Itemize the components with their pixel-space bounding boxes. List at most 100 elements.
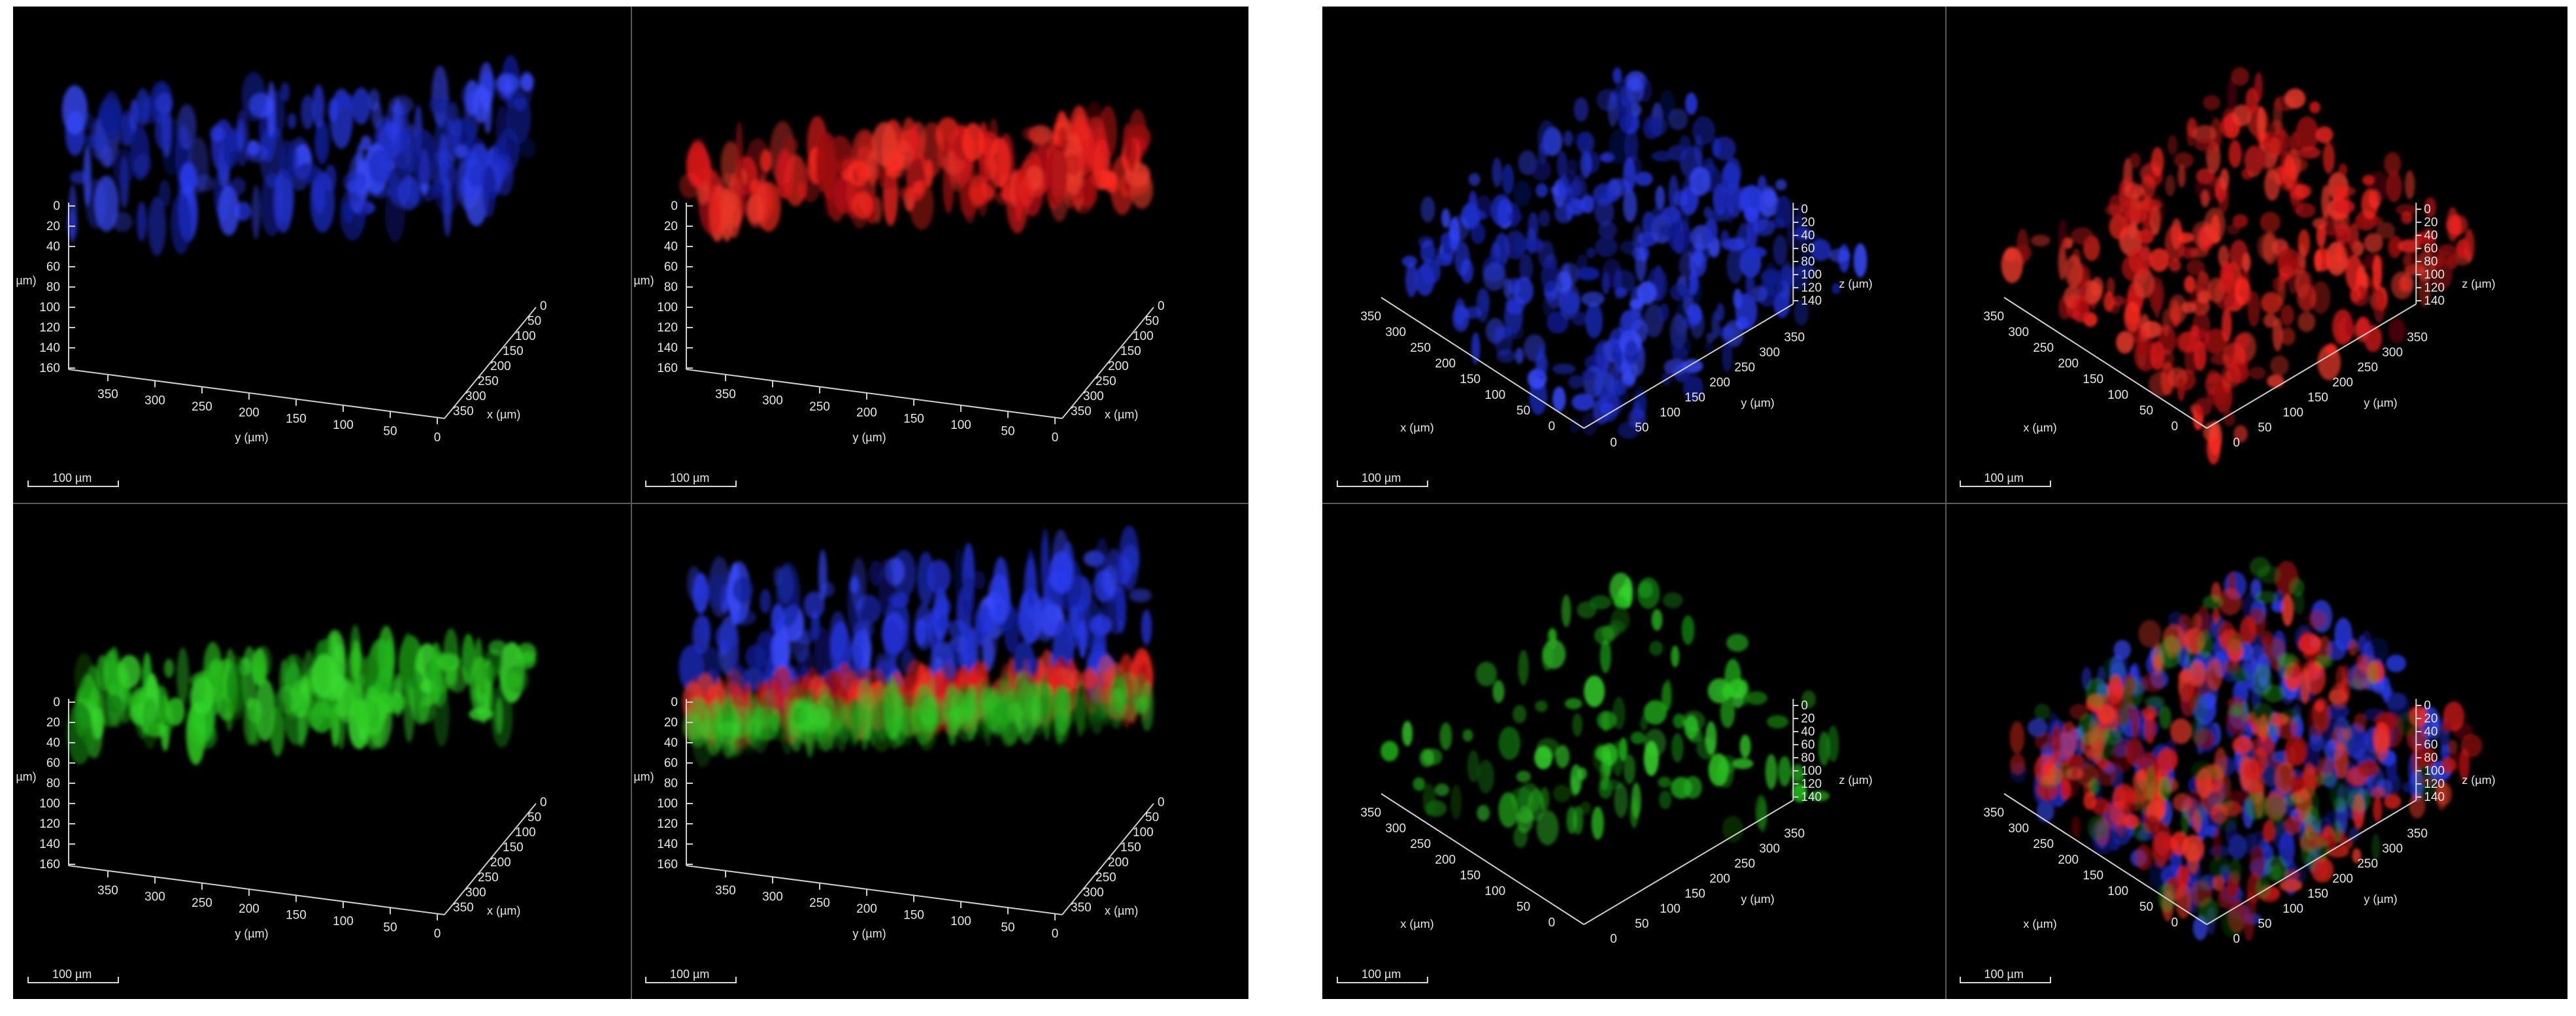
x-tick-label: 150: [1120, 345, 1141, 358]
y-tick-label: 250: [192, 896, 212, 910]
y-tick-label: 350: [97, 884, 118, 898]
side-view-figure: 0 20 40 60 80 100 120 140 160 µm) 350 300 250 200 150 1…: [13, 7, 1248, 999]
y-tick-label: 150: [1684, 887, 1705, 901]
z-tick-label: 20: [1801, 216, 1815, 229]
z-tick-label: 0: [53, 696, 60, 709]
top-view-figure: 350 300 250 200 150 100 50 0 x (µm) 0 50 100 150 200 2…: [1322, 7, 2568, 999]
scale-bar-line: [27, 481, 119, 487]
x-tick-label: 350: [1983, 310, 2004, 324]
y-tick-label: 0: [1610, 436, 1617, 450]
scale-bar-line: [645, 977, 737, 983]
y-axis-title: y (µm): [852, 431, 886, 444]
z-tick-label: 120: [1801, 281, 1822, 295]
scale-bar-label: 100 µm: [1362, 968, 1401, 981]
y-axis: 350 300 250 200 150 100 50 0 y (µm): [686, 865, 1063, 941]
z-axis: 0 20 40 60 80 100 120 140 160 µm): [16, 696, 75, 872]
y-tick-label: 100: [2283, 406, 2303, 420]
z-tick-label: 0: [2424, 699, 2431, 713]
y-tick-label: 200: [239, 902, 259, 916]
x-axis-title: x (µm): [1105, 408, 1138, 421]
y-tick-label: 250: [2357, 857, 2378, 871]
x-tick-label: 50: [1516, 900, 1530, 914]
y-tick-label: 0: [434, 927, 441, 941]
z-tick-label: 40: [46, 240, 60, 254]
y-tick-label: 150: [286, 909, 307, 923]
z-tick-label: 0: [671, 696, 678, 709]
x-tick-label: 350: [1983, 806, 2004, 820]
x-tick-label: 150: [503, 345, 524, 358]
scale-bar: 100 µm: [645, 471, 737, 490]
x-axis-title: x (µm): [1400, 421, 1433, 434]
y-tick-label: 250: [192, 400, 212, 414]
x-axis-title: x (µm): [487, 904, 520, 917]
z-tick-label: 0: [1801, 699, 1808, 713]
y-tick-label: 50: [1001, 424, 1014, 438]
y-tick-label: 250: [1734, 857, 1755, 871]
x-axis-title: x (µm): [2023, 917, 2056, 930]
x-tick-label: 50: [527, 314, 541, 328]
y-tick-label: 150: [2307, 391, 2328, 405]
z-tick-label: 60: [2424, 242, 2437, 256]
z-tick-label: 120: [657, 321, 678, 335]
scale-bar-line: [645, 481, 737, 487]
x-tick-label: 0: [540, 299, 547, 313]
z-tick-label: 80: [2424, 751, 2437, 765]
y-tick-label: 50: [2258, 917, 2271, 931]
x-tick-label: 50: [2139, 404, 2153, 418]
z-tick-label: 20: [46, 220, 60, 233]
z-tick-label: 60: [1801, 738, 1815, 752]
y-tick-label: 300: [144, 890, 165, 904]
y-axis-title: y (µm): [235, 431, 268, 444]
z-tick-label: 0: [671, 199, 678, 213]
y-tick-label: 300: [762, 890, 783, 904]
x-tick-label: 250: [478, 375, 499, 388]
x-tick-label: 300: [465, 390, 486, 403]
z-tick-label: 80: [1801, 751, 1815, 765]
y-tick-label: 200: [2332, 872, 2353, 886]
x-tick-label: 200: [1108, 856, 1129, 870]
x-tick-label: 0: [1548, 916, 1556, 930]
y-tick-label: 300: [2382, 842, 2403, 856]
z-tick-label: 40: [1801, 725, 1815, 739]
x-tick-label: 200: [1108, 360, 1129, 373]
y-tick-label: 100: [2283, 902, 2303, 916]
z-tick-label: 120: [39, 321, 60, 335]
x-tick-label: 150: [1460, 373, 1480, 386]
z-tick-label: 0: [53, 199, 60, 213]
x-tick-label: 200: [1435, 357, 1456, 371]
z-tick-label: 0: [2424, 203, 2431, 216]
panel-side-green: 0 20 40 60 80 100 120 140 160 µm) 350 300 250 200 150 1…: [13, 503, 631, 999]
x-tick-label: 100: [2107, 885, 2128, 898]
y-tick-label: 50: [1635, 421, 1648, 435]
x-tick-label: 100: [1133, 826, 1154, 839]
y-tick-label: 150: [1684, 391, 1705, 405]
y-tick-label: 50: [383, 921, 397, 934]
y-tick-label: 350: [2407, 827, 2428, 841]
scale-bar: 100 µm: [645, 968, 737, 986]
x-tick-label: 50: [1145, 811, 1159, 824]
y-tick-label: 0: [1052, 431, 1059, 445]
x-tick-label: 350: [453, 405, 474, 418]
z-tick-label: 100: [2424, 268, 2445, 282]
x-tick-label: 200: [490, 856, 511, 870]
y-tick-label: 0: [434, 431, 441, 445]
x-axis-title: x (µm): [1400, 917, 1433, 930]
y-tick-label: 50: [2258, 421, 2271, 435]
z-tick-label: 40: [664, 736, 678, 750]
x-tick-label: 350: [1360, 806, 1381, 820]
